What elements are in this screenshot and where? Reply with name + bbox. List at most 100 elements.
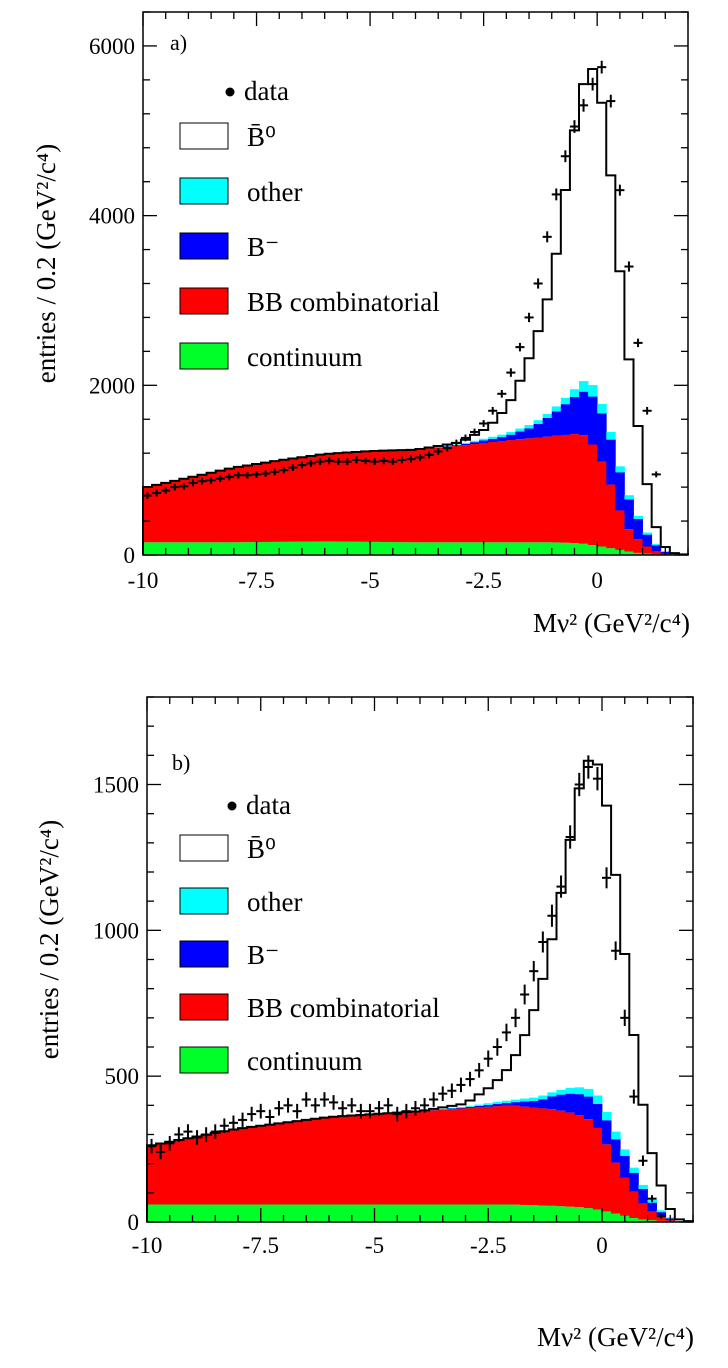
- bar-continuum: [597, 546, 607, 555]
- y-tick-label: 6000: [89, 34, 135, 59]
- x-axis: -10 -7.5 -5 -2.5 0: [128, 12, 689, 593]
- data-point: [602, 867, 612, 889]
- bar-continuum: [301, 1204, 312, 1222]
- bar-continuum: [333, 541, 344, 555]
- legend-label: B̄⁰: [247, 122, 276, 152]
- bar-b_minus: [501, 1102, 512, 1106]
- bar-continuum: [533, 542, 544, 555]
- bar-continuum: [511, 1204, 521, 1222]
- bar-continuum: [588, 545, 598, 555]
- bar-continuum: [470, 542, 480, 555]
- data-points: [143, 60, 661, 500]
- bar-other: [611, 1131, 621, 1140]
- data-point: [215, 475, 225, 483]
- bar-bb_combinatorial: [147, 1145, 157, 1205]
- bar-bb_combinatorial: [152, 484, 162, 543]
- bar-b_minus: [533, 423, 544, 438]
- bar-other: [556, 1089, 566, 1095]
- y-axis: 0 2000 4000 6000: [89, 11, 688, 568]
- y-axis-label: entries / 0.2 (GeV²/c⁴): [31, 144, 61, 383]
- bar-continuum: [338, 1204, 348, 1222]
- data-point: [569, 120, 579, 133]
- data-point: [501, 1023, 511, 1042]
- bar-b_minus: [647, 1202, 657, 1212]
- bar-continuum: [192, 1204, 202, 1222]
- bar-bb_combinatorial: [301, 1119, 312, 1205]
- x-tick-label: -5: [365, 1233, 384, 1258]
- bar-continuum: [520, 1204, 530, 1222]
- bar-bb_combinatorial: [192, 1136, 202, 1205]
- bar-bb_combinatorial: [406, 449, 416, 543]
- bar-other: [511, 1099, 521, 1103]
- bar-continuum: [633, 552, 643, 555]
- data-point: [156, 1144, 166, 1160]
- bar-bb_combinatorial: [633, 539, 643, 553]
- x-axis: -10 -7.5 -5 -2.5 0: [132, 697, 694, 1258]
- bar-b_minus: [620, 1156, 630, 1178]
- data-point: [597, 60, 607, 74]
- bar-b_minus: [588, 396, 598, 445]
- data-point: [306, 459, 316, 467]
- bar-bb_combinatorial: [170, 480, 180, 543]
- bar-bb_combinatorial: [374, 1113, 384, 1205]
- bar-other: [497, 434, 507, 438]
- bar-bb_combinatorial: [315, 454, 326, 542]
- bar-bb_combinatorial: [415, 449, 425, 543]
- bar-continuum: [174, 1204, 184, 1222]
- bar-continuum: [492, 1204, 503, 1222]
- bar-other: [579, 381, 589, 392]
- bar-other: [524, 425, 534, 429]
- bar-bb_combinatorial: [283, 1122, 293, 1205]
- data-point: [238, 1112, 248, 1128]
- bar-bb_combinatorial: [156, 1143, 166, 1205]
- bar-bb_combinatorial: [501, 1105, 512, 1205]
- panel-label: b): [172, 750, 190, 775]
- bar-b_minus: [483, 1104, 494, 1107]
- bar-continuum: [565, 1206, 576, 1222]
- bar-bb_combinatorial: [460, 445, 471, 543]
- legend-swatch: [179, 993, 229, 1021]
- legend-swatch: [179, 342, 229, 370]
- bar-bb_combinatorial: [361, 451, 371, 542]
- data-point: [638, 1155, 648, 1166]
- bar-bb_combinatorial: [161, 482, 171, 543]
- bar-b_minus: [602, 1120, 612, 1145]
- data-point: [143, 492, 153, 500]
- data-point: [165, 1135, 175, 1151]
- y-axis: 0 500 1000 1500: [93, 696, 693, 1235]
- data-point: [629, 1089, 639, 1104]
- bar-continuum: [215, 542, 226, 555]
- data-point: [315, 458, 325, 466]
- bar-continuum: [365, 1204, 375, 1222]
- data-point: [201, 1127, 211, 1142]
- data-point: [283, 1098, 293, 1113]
- data-point: [370, 458, 380, 466]
- bar-other: [569, 389, 580, 397]
- bar-continuum: [542, 542, 553, 555]
- data-point: [560, 150, 570, 163]
- legend-entry-continuum: continuum: [179, 1046, 363, 1076]
- bar-continuum: [228, 1204, 239, 1222]
- bar-bb_combinatorial: [310, 1118, 321, 1205]
- legend-entry-b_minus: B⁻: [179, 232, 279, 262]
- data-point: [347, 1098, 357, 1113]
- bar-bb_combinatorial: [420, 1110, 430, 1205]
- data-point: [556, 875, 566, 898]
- data-point: [483, 1050, 493, 1067]
- bar-bb_combinatorial: [474, 1107, 485, 1205]
- data-point: [515, 342, 525, 352]
- bar-continuum: [488, 542, 498, 555]
- bar-continuum: [438, 1204, 448, 1222]
- data-point: [247, 1106, 257, 1122]
- bar-b_minus: [542, 417, 553, 437]
- data-point: [228, 1115, 238, 1131]
- bar-continuum: [397, 542, 407, 555]
- bar-bb_combinatorial: [329, 1116, 339, 1205]
- bar-bb_combinatorial: [442, 446, 453, 543]
- bar-continuum: [624, 551, 634, 555]
- bar-bb_combinatorial: [143, 486, 153, 543]
- data-point: [656, 1213, 666, 1219]
- data-point: [319, 1092, 329, 1107]
- bar-bb_combinatorial: [565, 1112, 576, 1207]
- bar-continuum: [506, 542, 516, 555]
